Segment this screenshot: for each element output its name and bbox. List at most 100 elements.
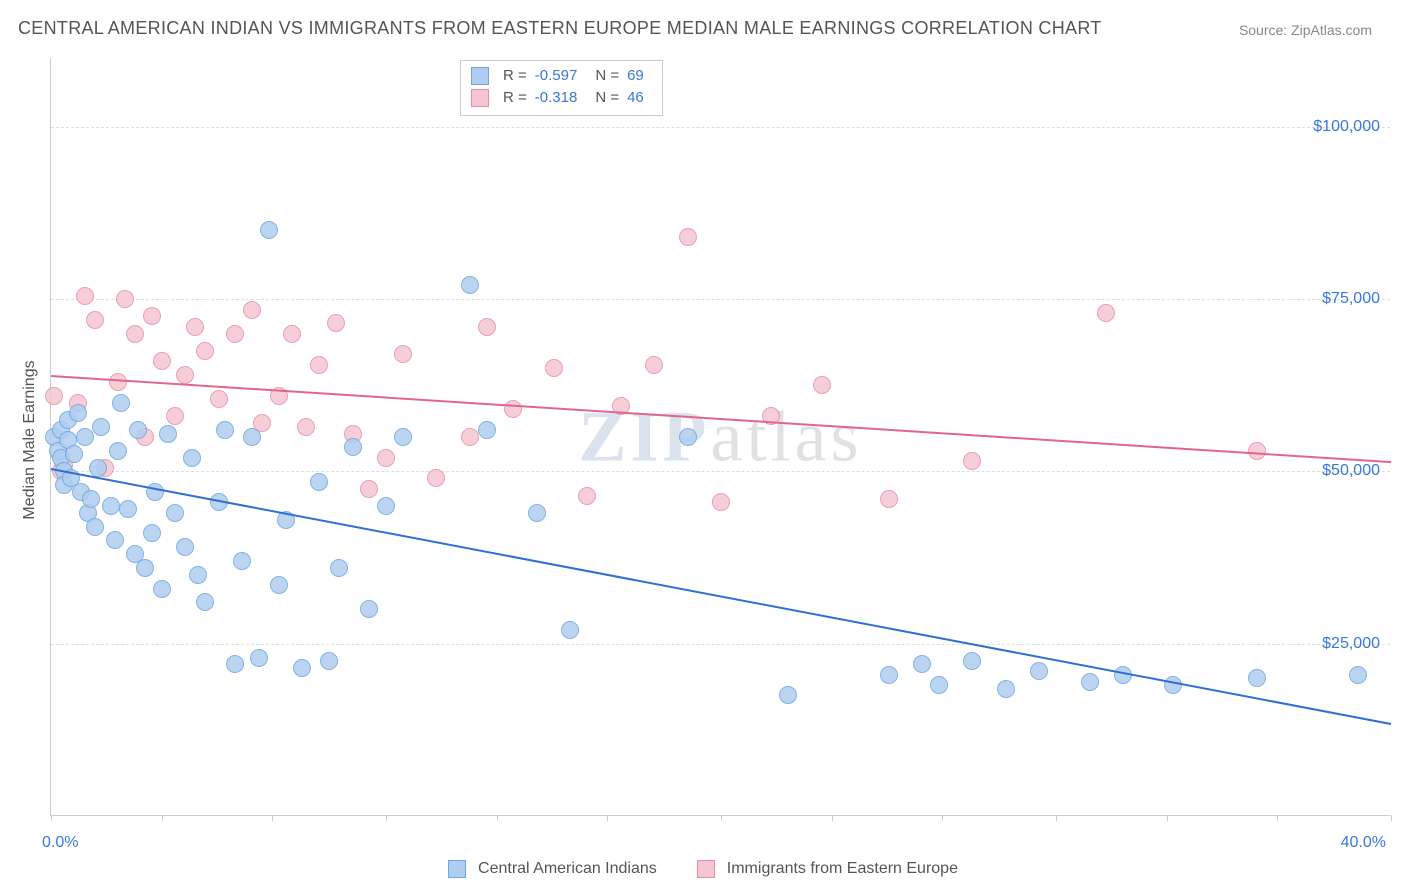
data-point xyxy=(813,376,831,394)
data-point xyxy=(427,469,445,487)
data-point xyxy=(86,518,104,536)
x-tick xyxy=(721,815,722,821)
chart-title: CENTRAL AMERICAN INDIAN VS IMMIGRANTS FR… xyxy=(18,18,1102,39)
x-tick xyxy=(607,815,608,821)
data-point xyxy=(183,449,201,467)
data-point xyxy=(478,421,496,439)
data-point xyxy=(176,538,194,556)
data-point xyxy=(126,325,144,343)
scatter-plot-area: ZIPatlas $25,000$50,000$75,000$100,000 xyxy=(50,58,1390,816)
data-point xyxy=(1349,666,1367,684)
data-point xyxy=(270,576,288,594)
legend-swatch-series1 xyxy=(448,860,466,878)
data-point xyxy=(243,428,261,446)
source-attribution: Source: ZipAtlas.com xyxy=(1239,22,1372,38)
x-axis-max-label: 40.0% xyxy=(1341,834,1386,852)
value-n-series1: 69 xyxy=(627,65,644,87)
watermark-atlas: atlas xyxy=(711,396,863,476)
data-point xyxy=(1164,676,1182,694)
data-point xyxy=(377,449,395,467)
y-tick-label: $25,000 xyxy=(1322,635,1380,653)
swatch-series2 xyxy=(471,89,489,107)
data-point xyxy=(880,490,898,508)
data-point xyxy=(92,418,110,436)
data-point xyxy=(260,221,278,239)
data-point xyxy=(102,497,120,515)
swatch-series1 xyxy=(471,67,489,85)
data-point xyxy=(210,390,228,408)
gridline xyxy=(51,127,1390,128)
trend-line xyxy=(51,375,1391,463)
data-point xyxy=(143,307,161,325)
data-point xyxy=(143,524,161,542)
x-tick xyxy=(1277,815,1278,821)
data-point xyxy=(226,325,244,343)
data-point xyxy=(478,318,496,336)
data-point xyxy=(112,394,130,412)
data-point xyxy=(250,649,268,667)
data-point xyxy=(153,352,171,370)
data-point xyxy=(216,421,234,439)
y-tick-label: $50,000 xyxy=(1322,462,1380,480)
data-point xyxy=(166,407,184,425)
data-point xyxy=(86,311,104,329)
data-point xyxy=(360,480,378,498)
gridline xyxy=(51,471,1390,472)
data-point xyxy=(106,531,124,549)
legend-item-series1: Central American Indians xyxy=(448,860,657,878)
data-point xyxy=(196,342,214,360)
data-point xyxy=(930,676,948,694)
data-point xyxy=(136,559,154,577)
value-r-series2: -0.318 xyxy=(535,87,578,109)
x-tick xyxy=(51,815,52,821)
data-point xyxy=(997,680,1015,698)
data-point xyxy=(176,366,194,384)
data-point xyxy=(243,301,261,319)
data-point xyxy=(963,652,981,670)
data-point xyxy=(226,655,244,673)
data-point xyxy=(679,228,697,246)
data-point xyxy=(109,373,127,391)
y-tick-label: $100,000 xyxy=(1313,118,1380,136)
data-point xyxy=(1097,304,1115,322)
data-point xyxy=(645,356,663,374)
data-point xyxy=(461,276,479,294)
data-point xyxy=(712,493,730,511)
label-r: R = xyxy=(503,65,527,87)
x-tick xyxy=(497,815,498,821)
correlation-stats-box: R = -0.597 N = 69 R = -0.318 N = 46 xyxy=(460,60,663,116)
data-point xyxy=(528,504,546,522)
data-point xyxy=(377,497,395,515)
data-point xyxy=(330,559,348,577)
data-point xyxy=(320,652,338,670)
x-axis-min-label: 0.0% xyxy=(42,834,78,852)
legend-label-series2: Immigrants from Eastern Europe xyxy=(727,860,958,878)
data-point xyxy=(69,404,87,422)
data-point xyxy=(461,428,479,446)
legend-item-series2: Immigrants from Eastern Europe xyxy=(697,860,958,878)
data-point xyxy=(166,504,184,522)
data-point xyxy=(394,428,412,446)
x-tick xyxy=(1391,815,1392,821)
data-point xyxy=(189,566,207,584)
x-tick xyxy=(272,815,273,821)
data-point xyxy=(545,359,563,377)
data-point xyxy=(129,421,147,439)
data-point xyxy=(310,356,328,374)
data-point xyxy=(1248,442,1266,460)
data-point xyxy=(394,345,412,363)
bottom-legend: Central American Indians Immigrants from… xyxy=(0,860,1406,878)
value-n-series2: 46 xyxy=(627,87,644,109)
gridline xyxy=(51,644,1390,645)
data-point xyxy=(76,428,94,446)
x-tick xyxy=(1167,815,1168,821)
data-point xyxy=(153,580,171,598)
data-point xyxy=(159,425,177,443)
data-point xyxy=(116,290,134,308)
legend-swatch-series2 xyxy=(697,860,715,878)
data-point xyxy=(360,600,378,618)
stats-row-series2: R = -0.318 N = 46 xyxy=(471,87,652,109)
data-point xyxy=(89,459,107,477)
data-point xyxy=(504,400,522,418)
data-point xyxy=(779,686,797,704)
